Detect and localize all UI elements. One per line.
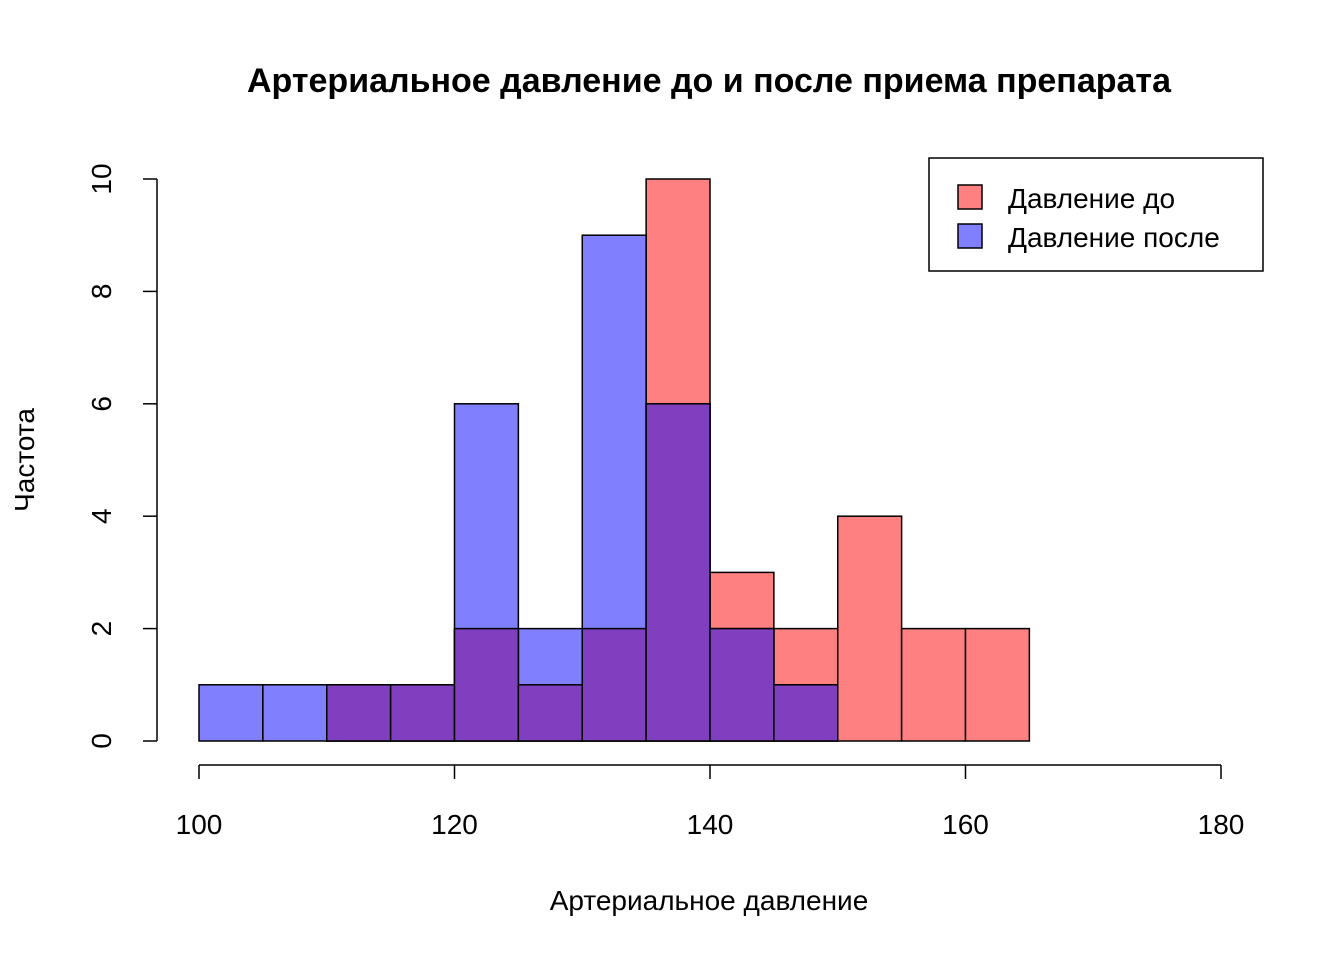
y-tick-label: 4 bbox=[86, 508, 117, 524]
y-tick-label: 10 bbox=[86, 163, 117, 194]
bar-before-160 bbox=[964, 627, 1031, 742]
bar-after-100 bbox=[198, 684, 264, 742]
bar-overlap-115 bbox=[389, 684, 456, 742]
x-tick-label: 180 bbox=[1198, 809, 1245, 840]
bar-overlap-120 bbox=[453, 627, 520, 742]
legend-swatch-before bbox=[957, 184, 983, 210]
y-tick-label: 2 bbox=[86, 621, 117, 637]
y-axis: 0 2 4 6 8 10 bbox=[86, 163, 158, 749]
bar-overlap-140 bbox=[709, 627, 775, 742]
x-tick-label: 140 bbox=[687, 809, 734, 840]
y-tick-label: 6 bbox=[86, 396, 117, 412]
bar-after-105 bbox=[262, 684, 328, 742]
bars-group bbox=[198, 178, 1031, 742]
legend-swatch-after bbox=[957, 223, 983, 249]
x-tick-label: 100 bbox=[176, 809, 223, 840]
legend-label-after: Давление после bbox=[1008, 222, 1220, 253]
legend-label-before: Давление до bbox=[1008, 183, 1175, 214]
y-tick-label: 0 bbox=[86, 733, 117, 749]
bar-overlap-130 bbox=[581, 627, 647, 742]
y-axis-label: Частота bbox=[9, 408, 40, 512]
y-tick-label: 8 bbox=[86, 284, 117, 300]
legend-box bbox=[928, 157, 1264, 272]
bar-overlap-125 bbox=[517, 684, 583, 742]
x-tick-label: 160 bbox=[942, 809, 989, 840]
bar-overlap-135 bbox=[645, 403, 711, 742]
x-axis: 100 120 140 160 180 bbox=[176, 764, 1245, 840]
chart-title: Артериальное давление до и после приема … bbox=[247, 62, 1172, 100]
legend: Давление до Давление после bbox=[928, 157, 1264, 272]
bar-overlap-145 bbox=[773, 684, 839, 742]
bar-before-155 bbox=[900, 627, 967, 742]
x-axis-label: Артериальное давление bbox=[550, 885, 869, 916]
bar-overlap-110 bbox=[326, 684, 392, 742]
bar-before-150 bbox=[837, 515, 903, 742]
x-tick-label: 120 bbox=[431, 809, 478, 840]
